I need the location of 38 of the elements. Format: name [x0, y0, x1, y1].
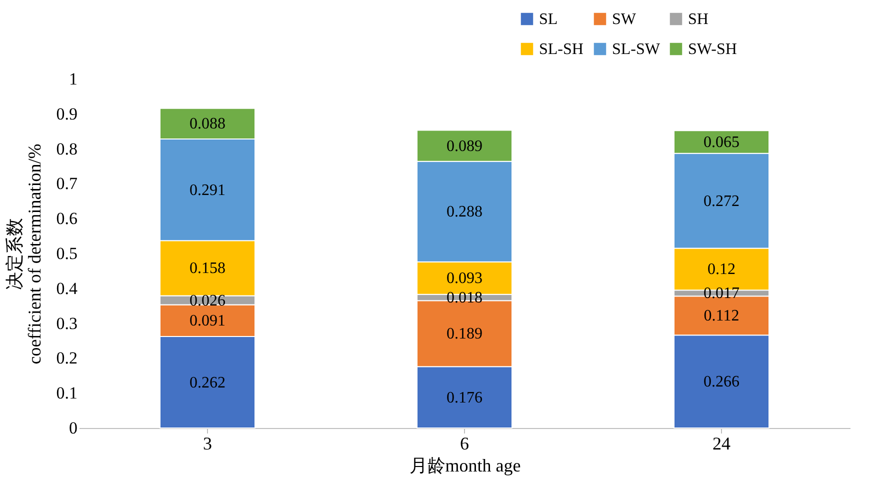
data-label: 0.262	[190, 374, 226, 392]
legend-label: SL	[539, 11, 558, 28]
data-label: 0.026	[190, 292, 226, 310]
y-tick-label: 0.3	[56, 314, 78, 333]
x-tick-label: 24	[712, 434, 730, 454]
data-label: 0.12	[708, 261, 736, 278]
data-label: 0.088	[190, 116, 226, 133]
y-tick-label: 0.6	[56, 209, 78, 228]
legend-label: SW-SH	[688, 41, 738, 58]
data-label: 0.065	[704, 134, 740, 151]
y-tick-label: 0.9	[56, 104, 78, 124]
y-tick-label: 0.2	[56, 348, 78, 368]
y-tick-label: 0.8	[56, 139, 78, 158]
y-tick-label: 0	[69, 418, 78, 438]
x-axis-title: 月龄month age	[409, 456, 521, 476]
data-label: 0.291	[190, 182, 226, 199]
legend-label: SL-SH	[539, 41, 584, 58]
data-label: 0.158	[190, 260, 226, 278]
legend-label: SH	[688, 11, 709, 28]
y-tick-label: 0.1	[56, 384, 78, 403]
data-label: 0.176	[446, 389, 482, 406]
y-axis-title: 决定系数 coefficient of determination/%	[4, 144, 44, 364]
legend-label: SW	[612, 11, 637, 28]
x-tick-label: 6	[460, 434, 469, 454]
y-tick-label: 1	[69, 70, 78, 88]
data-label: 0.266	[704, 374, 740, 391]
x-tick-label: 3	[203, 434, 212, 454]
data-label: 0.089	[446, 138, 482, 155]
data-label: 0.091	[190, 312, 226, 330]
legend-label: SL-SW	[612, 41, 661, 58]
y-tick-label: 0.5	[56, 244, 78, 263]
y-tick-label: 0.4	[56, 278, 78, 298]
data-label: 0.093	[446, 270, 482, 288]
data-label: 0.272	[704, 192, 740, 210]
data-label: 0.288	[446, 204, 482, 221]
data-label: 0.189	[446, 326, 482, 343]
data-label: 0.112	[704, 308, 740, 325]
y-tick-label: 0.7	[56, 174, 78, 194]
